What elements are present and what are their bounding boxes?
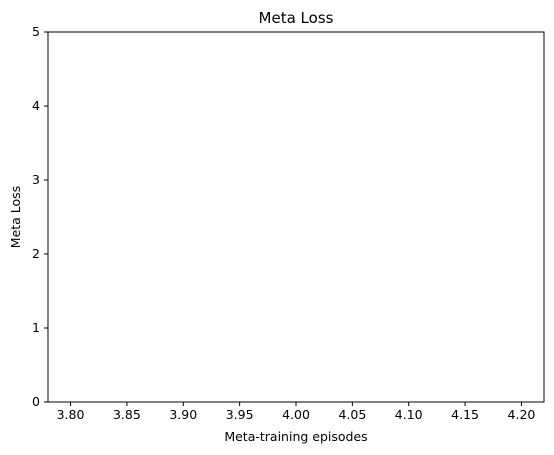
x-tick-label: 4.00 (282, 407, 310, 422)
y-axis-label: Meta Loss (8, 186, 23, 248)
x-tick-label: 4.15 (451, 407, 479, 422)
y-tick-label: 2 (32, 246, 40, 261)
x-tick-label: 4.10 (395, 407, 423, 422)
chart-title: Meta Loss (259, 9, 334, 27)
x-axis-label: Meta-training episodes (224, 429, 367, 444)
y-tick-label: 4 (32, 98, 40, 113)
plot-area-frame (48, 32, 544, 402)
y-tick-label: 3 (32, 172, 40, 187)
x-tick-label: 3.95 (226, 407, 254, 422)
x-tick-label: 3.85 (113, 407, 141, 422)
y-tick-label: 5 (32, 24, 40, 39)
y-tick-label: 0 (32, 394, 40, 409)
x-tick-label: 4.20 (508, 407, 536, 422)
x-tick-label: 3.90 (169, 407, 197, 422)
y-tick-label: 1 (32, 320, 40, 335)
x-tick-label: 4.05 (338, 407, 366, 422)
x-tick-label: 3.80 (57, 407, 85, 422)
